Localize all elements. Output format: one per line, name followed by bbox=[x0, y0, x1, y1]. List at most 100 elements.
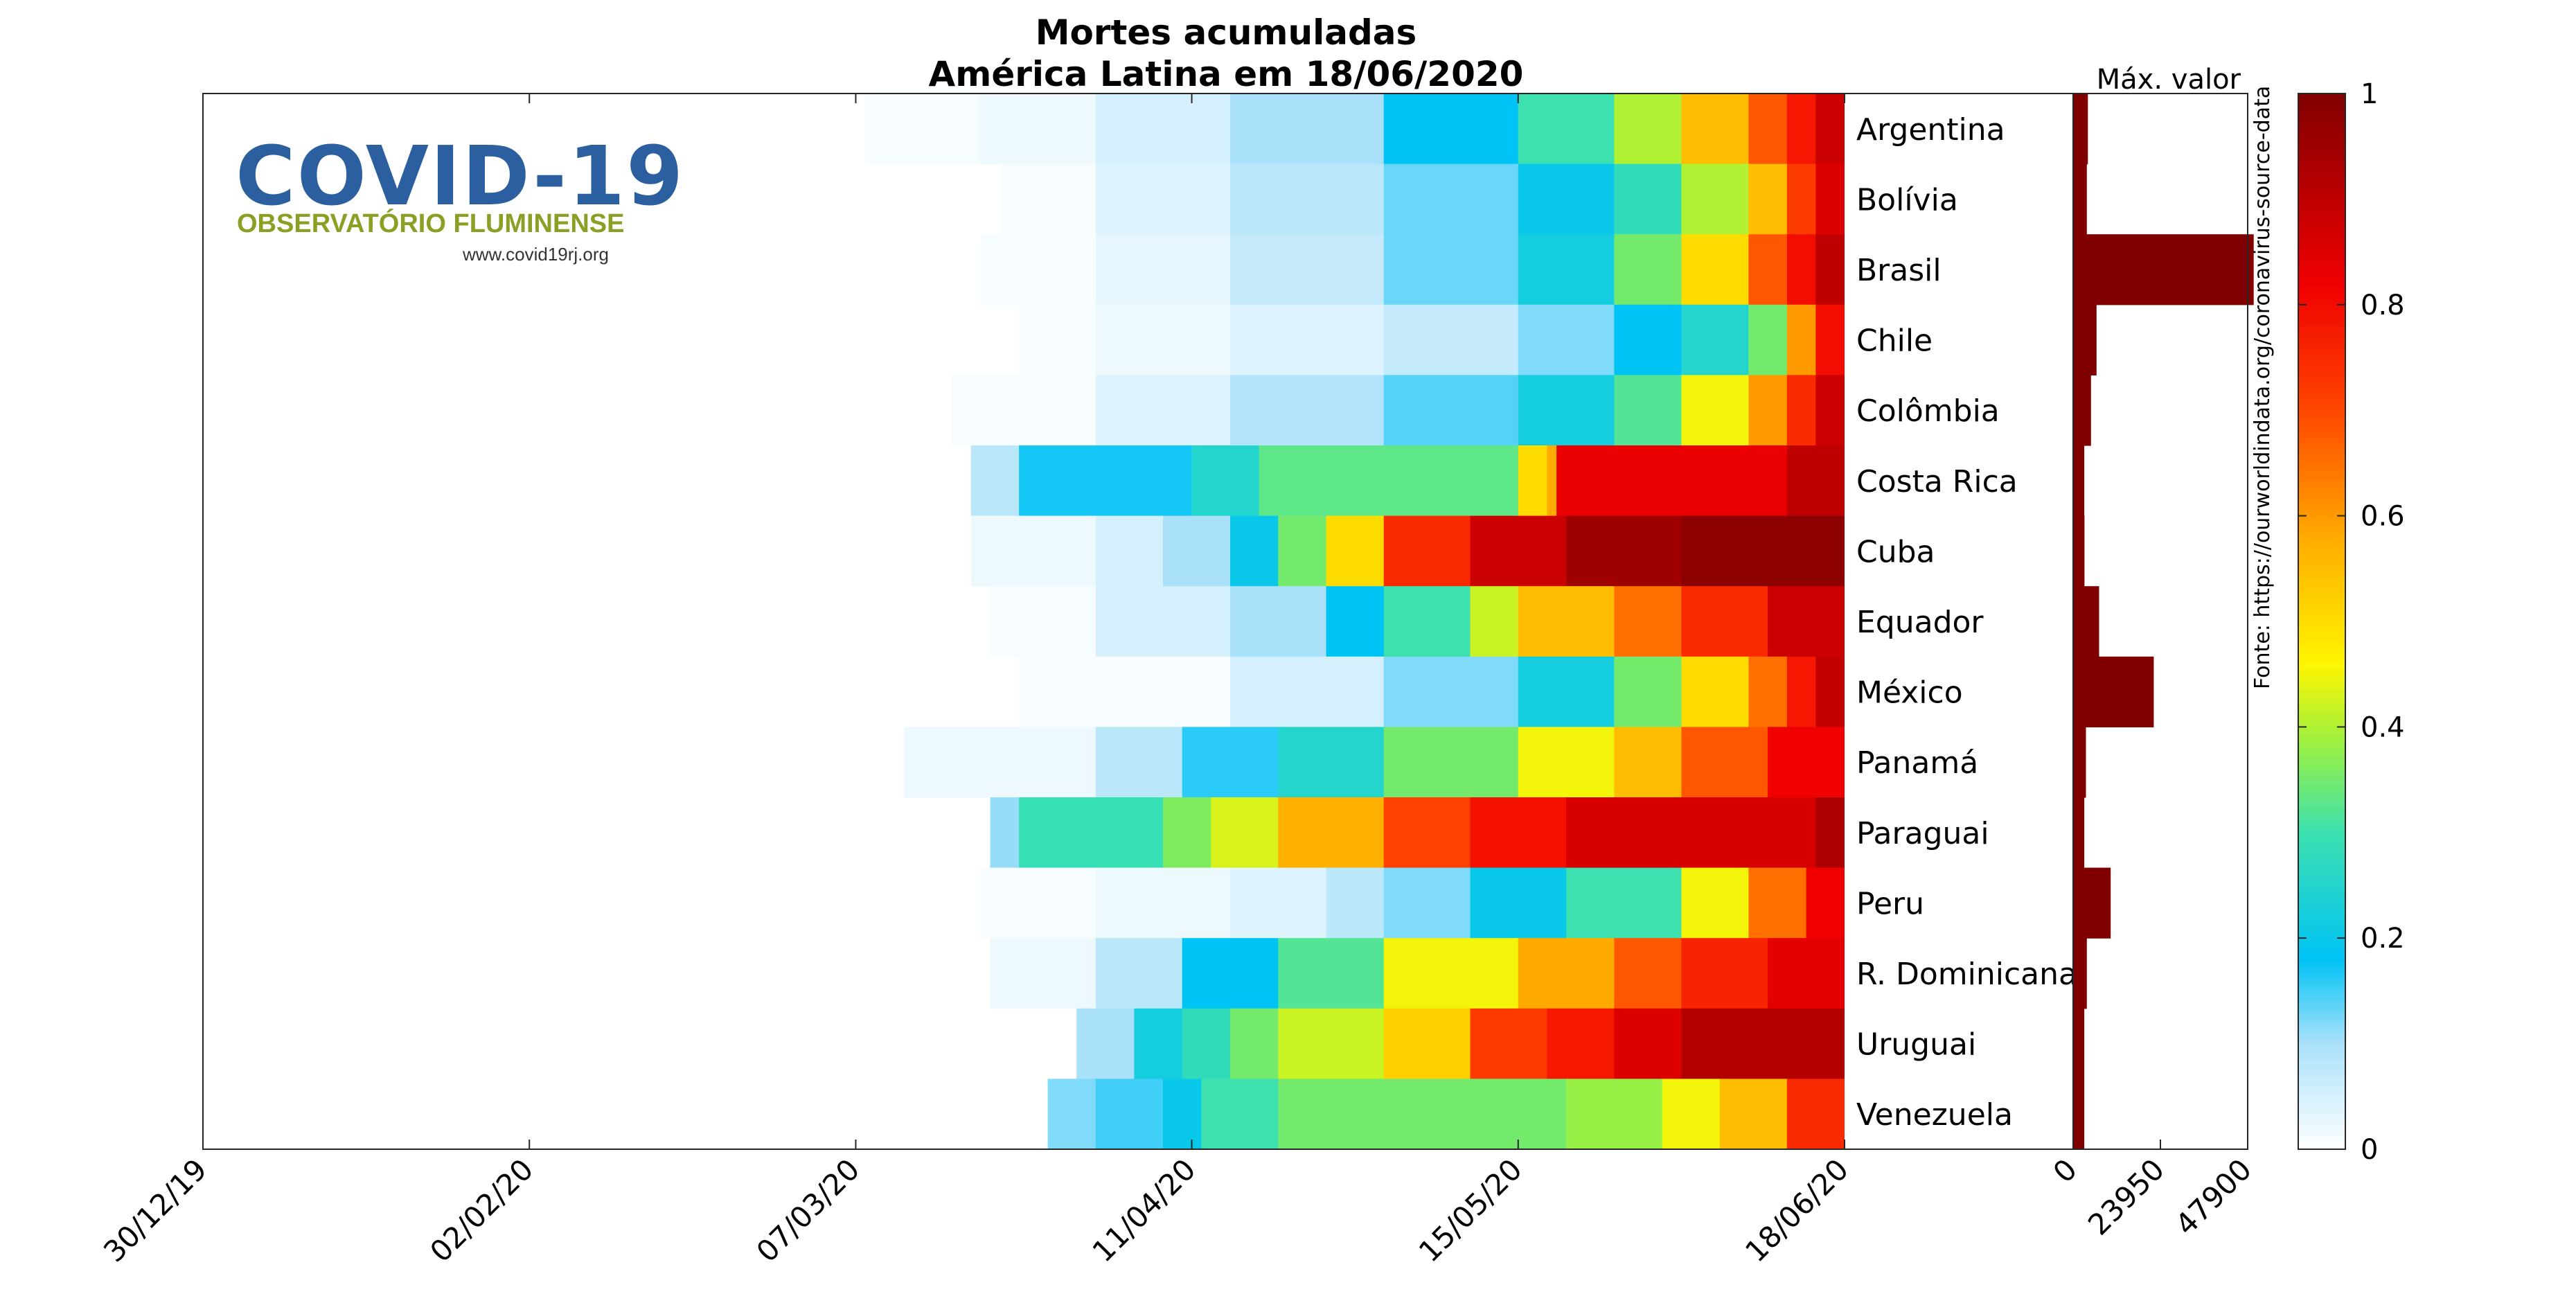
logo-url: www.covid19rj.org bbox=[463, 244, 609, 265]
colorbar-gradient bbox=[2298, 93, 2346, 1150]
colorbar-tick-label: 0.2 bbox=[2361, 923, 2405, 955]
max-value-bar bbox=[2073, 1079, 2085, 1150]
heatmap-cell bbox=[1815, 797, 1845, 869]
heatmap-cell bbox=[1230, 163, 1385, 235]
heatmap-cell bbox=[1614, 656, 1682, 727]
max-value-bar bbox=[2073, 445, 2085, 517]
heatmap-cell bbox=[1278, 1079, 1567, 1149]
row-label: Peru bbox=[1856, 886, 1924, 921]
heatmap-cell bbox=[1230, 867, 1327, 939]
heatmap-cell bbox=[1786, 94, 1816, 165]
heatmap-cell bbox=[1786, 445, 1845, 517]
heatmap-cell bbox=[1383, 94, 1519, 165]
heatmap-cell bbox=[1230, 656, 1385, 727]
heatmap-cell bbox=[1230, 586, 1327, 657]
heatmap-cell bbox=[1681, 375, 1749, 446]
heatmap-cell bbox=[1095, 586, 1231, 657]
colorbar-tick-label: 0.8 bbox=[2361, 290, 2405, 321]
heatmap-cell bbox=[1748, 867, 1807, 939]
heatmap-cell bbox=[1662, 1079, 1721, 1149]
covid19-logo: COVID-19 bbox=[236, 128, 685, 224]
heatmap-cell bbox=[1815, 234, 1845, 305]
heatmap-cell bbox=[1278, 727, 1385, 798]
row-label: Panamá bbox=[1856, 745, 1978, 781]
heatmap-cell bbox=[1278, 938, 1385, 1009]
heatmap-cell bbox=[1383, 727, 1519, 798]
heatmap-cell bbox=[1815, 375, 1845, 446]
heatmap-cell bbox=[1748, 94, 1788, 165]
heatmap-cell bbox=[1383, 586, 1471, 657]
heatmap-cell bbox=[1182, 1008, 1231, 1079]
row-label: Venezuela bbox=[1856, 1097, 2013, 1133]
heatmap-cell bbox=[1278, 515, 1327, 587]
heatmap-cell bbox=[1230, 1008, 1279, 1079]
heatmap-cell bbox=[1095, 938, 1183, 1009]
heatmap-cell bbox=[1566, 1079, 1663, 1149]
chart-title-line1: Mortes acumuladas bbox=[1035, 12, 1417, 53]
max-value-bar bbox=[2073, 586, 2099, 657]
heatmap-cell bbox=[1681, 656, 1749, 727]
heatmap-cell bbox=[1019, 656, 1231, 727]
heatmap-cell bbox=[1614, 163, 1682, 235]
heatmap-cell bbox=[1518, 234, 1615, 305]
heatmap-cell bbox=[1163, 515, 1231, 587]
heatmap-cell bbox=[1614, 938, 1682, 1009]
heatmap-cell bbox=[1326, 515, 1385, 587]
colorbar-tick-label: 0.6 bbox=[2361, 501, 2405, 533]
row-label: Cuba bbox=[1856, 534, 1935, 569]
heatmap-cell bbox=[1815, 94, 1845, 165]
heatmap-cell bbox=[1383, 867, 1471, 939]
heatmap-cell bbox=[1518, 656, 1615, 727]
heatmap-cell bbox=[1047, 1079, 1096, 1149]
heatmap-cell bbox=[1470, 1008, 1547, 1079]
heatmap-cell bbox=[970, 515, 1096, 587]
max-value-bar bbox=[2073, 304, 2097, 375]
heatmap-cell bbox=[1566, 797, 1816, 869]
heatmap-cell bbox=[1681, 938, 1768, 1009]
heatmap-cell bbox=[1518, 727, 1615, 798]
heatmap-cell bbox=[1095, 515, 1164, 587]
max-value-bar bbox=[2073, 515, 2085, 587]
heatmap-cell bbox=[1786, 304, 1816, 375]
heatmap-cell bbox=[1383, 1008, 1471, 1079]
heatmap-cell bbox=[952, 375, 1096, 446]
max-value-bar bbox=[2073, 94, 2088, 165]
heatmap-cell bbox=[1230, 304, 1385, 375]
heatmap-cell bbox=[1470, 515, 1567, 587]
heatmap-cell bbox=[1230, 375, 1385, 446]
heatmap-cell bbox=[1614, 727, 1682, 798]
heatmap-cell bbox=[1614, 1008, 1682, 1079]
heatmap-cell bbox=[1748, 304, 1788, 375]
heatmap-cell bbox=[1719, 1079, 1788, 1149]
heatmap-cell bbox=[1518, 163, 1615, 235]
heatmap-cell bbox=[1095, 163, 1231, 235]
heatmap-cell bbox=[1681, 1008, 1845, 1079]
row-label: México bbox=[1856, 675, 1963, 711]
heatmap-cell bbox=[1681, 515, 1845, 587]
max-value-bar bbox=[2073, 727, 2086, 798]
plot-frame bbox=[202, 93, 2248, 1150]
heatmap-cell bbox=[1383, 515, 1471, 587]
heatmap-cell bbox=[1095, 727, 1183, 798]
heatmap-cell bbox=[1614, 586, 1682, 657]
heatmap-cell bbox=[1681, 867, 1749, 939]
heatmap-cell bbox=[1278, 797, 1385, 869]
heatmap-cell bbox=[1191, 445, 1259, 517]
row-label: Argentina bbox=[1856, 112, 2005, 148]
logo-subtitle: OBSERVATÓRIO FLUMINENSE bbox=[237, 209, 625, 238]
heatmap-cell bbox=[1095, 234, 1231, 305]
heatmap-cell bbox=[1518, 445, 1547, 517]
heatmap-cell bbox=[1211, 797, 1279, 869]
row-label: Brasil bbox=[1856, 253, 1942, 288]
heatmap-cell bbox=[1614, 94, 1682, 165]
row-label: Equador bbox=[1856, 605, 1984, 640]
heatmap-cell bbox=[1182, 727, 1279, 798]
heatmap-cell bbox=[980, 867, 1096, 939]
heatmap-cell bbox=[865, 94, 981, 165]
heatmap-cell bbox=[1815, 163, 1845, 235]
heatmap-cell bbox=[1786, 1079, 1845, 1149]
heatmap-cell bbox=[903, 727, 1096, 798]
max-value-bar bbox=[2073, 797, 2085, 869]
colorbar-tick-label: 1 bbox=[2361, 78, 2378, 110]
heatmap-cell bbox=[1383, 797, 1471, 869]
